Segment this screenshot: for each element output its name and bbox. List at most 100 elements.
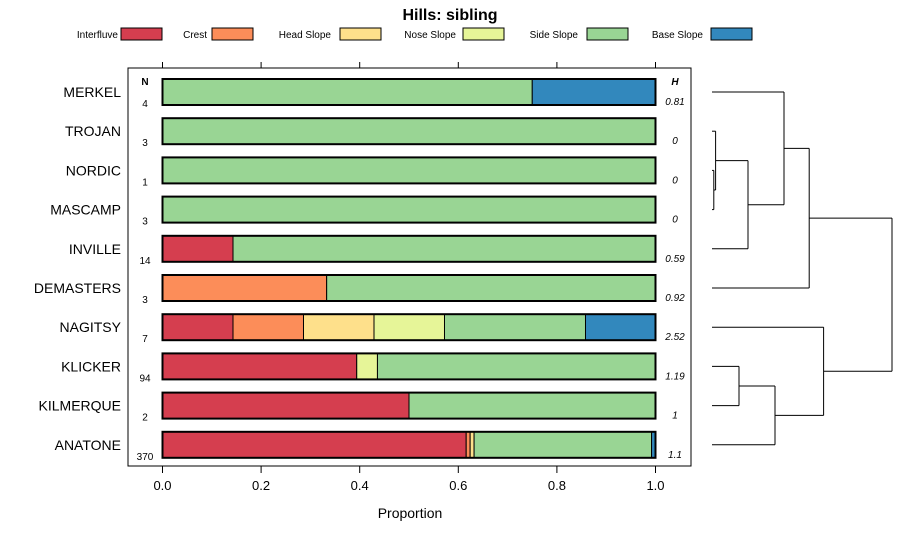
bar-segment-crest xyxy=(162,274,328,302)
row-n-value: 4 xyxy=(142,99,148,110)
legend: Interfluve Crest Head Slope Nose Slope Side … xyxy=(77,27,753,41)
bar-outline xyxy=(161,430,657,459)
x-tick-label: 1.0 xyxy=(646,478,664,493)
bar-segment-side-slope xyxy=(162,196,656,224)
legend-label-nose-slope: Nose Slope xyxy=(404,30,456,41)
legend-label-base-slope: Base Slope xyxy=(652,30,704,41)
bar-outline xyxy=(161,78,657,106)
row-label: TROJAN xyxy=(65,123,121,139)
row-h-value: 1 xyxy=(672,411,678,422)
row-label: MASCAMP xyxy=(50,202,121,218)
x-tick-label: 0.2 xyxy=(252,478,270,493)
bar-segment-nose-slope xyxy=(356,352,378,380)
row-label: KLICKER xyxy=(61,358,121,374)
row-n-value: 3 xyxy=(142,217,148,228)
bar-segment-side-slope xyxy=(443,313,586,341)
bar-outline xyxy=(161,274,657,302)
row-n-value: 7 xyxy=(142,334,148,345)
legend-swatch-base-slope xyxy=(710,27,753,41)
row-n-value: 94 xyxy=(139,373,151,384)
bar-segment-crest xyxy=(232,313,304,341)
top-axis-ticks xyxy=(162,62,656,68)
row-h-value: 0.59 xyxy=(665,254,685,265)
row-n-value: 1 xyxy=(142,177,148,188)
row-label: INVILLE xyxy=(69,241,121,257)
bar-segment-interfluve xyxy=(162,235,234,263)
row-label: NAGITSY xyxy=(60,319,122,335)
dendrogram xyxy=(712,91,893,446)
x-tick-label: 0.8 xyxy=(548,478,566,493)
bar-segment-crest xyxy=(465,431,471,459)
row-label: MERKEL xyxy=(63,84,121,100)
bar-segment-interfluve xyxy=(162,431,467,459)
legend-swatch-nose-slope xyxy=(462,27,505,41)
row-h-value: 2.52 xyxy=(664,332,685,343)
bar-segment-nose-slope xyxy=(373,313,445,341)
legend-label-side-slope: Side Slope xyxy=(530,30,579,41)
row-n-value: 2 xyxy=(142,413,148,424)
row-n-value: 370 xyxy=(137,452,154,463)
row-h-value: 0 xyxy=(672,136,678,147)
row-h-value: 0.92 xyxy=(665,293,685,304)
legend-swatch-crest xyxy=(211,27,254,41)
bar-segment-interfluve xyxy=(162,392,410,420)
row-n-value: 3 xyxy=(142,295,148,306)
bar-segment-side-slope xyxy=(326,274,656,302)
bar-segment-head-slope xyxy=(302,313,375,341)
row-h-value: 0.81 xyxy=(665,97,684,108)
bar-segment-side-slope xyxy=(162,78,533,106)
row-h-value: 1.1 xyxy=(668,450,682,461)
bar-segment-base-slope xyxy=(531,78,656,106)
bar-row-klicker: KLICKER 94 1.19 xyxy=(61,352,685,384)
bar-row-kilmerque: KILMERQUE 2 1 xyxy=(39,391,678,424)
legend-swatch-head-slope xyxy=(339,27,382,41)
legend-swatch-side-slope xyxy=(586,27,629,41)
bar-segment-side-slope xyxy=(376,352,656,380)
bar-row-nagitsy: NAGITSY 7 2.52 xyxy=(60,313,685,345)
bar-row-inville: INVILLE 14 0.59 xyxy=(69,234,685,267)
bar-segment-side-slope xyxy=(473,431,653,459)
row-h-value: 0 xyxy=(672,215,678,226)
bar-segment-base-slope xyxy=(584,313,657,341)
h-column-header: H xyxy=(671,77,679,88)
bar-row-mascamp: MASCAMP 3 0 xyxy=(50,195,678,228)
legend-label-head-slope: Head Slope xyxy=(279,30,332,41)
bar-segment-side-slope xyxy=(408,392,656,420)
bar-outline xyxy=(161,156,657,185)
bar-outline xyxy=(161,234,657,263)
row-label: NORDIC xyxy=(66,162,121,178)
x-tick-label: 0.6 xyxy=(449,478,467,493)
bar-row-demasters: DEMASTERS 3 0.92 xyxy=(34,274,685,306)
bar-segment-interfluve xyxy=(162,313,234,341)
bar-segment-side-slope xyxy=(162,156,656,184)
bar-rows: MERKEL 4 0.81 TROJAN 3 0 NORDIC 1 0 MASCAMP 3 0 INVI… xyxy=(34,78,685,463)
legend-label-crest: Crest xyxy=(183,30,207,41)
bar-segment-head-slope xyxy=(469,431,475,459)
bar-row-nordic: NORDIC 1 0 xyxy=(66,156,678,188)
chart-title: Hills: sibling xyxy=(402,7,497,24)
bar-outline xyxy=(161,195,657,224)
row-n-value: 14 xyxy=(139,256,151,267)
bar-row-anatone: ANATONE 370 1.1 xyxy=(55,430,682,463)
x-axis-label: Proportion xyxy=(378,505,443,521)
row-label: DEMASTERS xyxy=(34,280,121,296)
bar-outline xyxy=(161,391,657,420)
n-column-header: N xyxy=(141,77,148,88)
x-axis: 0.0 0.2 0.4 0.6 0.8 1.0 xyxy=(153,466,665,493)
bar-row-merkel: MERKEL 4 0.81 xyxy=(63,78,685,110)
row-h-value: 0 xyxy=(672,175,678,186)
bar-segment-side-slope xyxy=(232,235,656,263)
plot-frame xyxy=(127,67,692,467)
row-n-value: 3 xyxy=(142,138,148,149)
bar-outline xyxy=(161,313,657,342)
row-label: ANATONE xyxy=(55,437,121,453)
row-label: KILMERQUE xyxy=(39,398,121,414)
bar-segment-side-slope xyxy=(162,117,656,145)
row-h-value: 1.19 xyxy=(665,371,685,382)
bar-outline xyxy=(161,352,657,381)
x-tick-label: 0.0 xyxy=(153,478,171,493)
legend-label-interfluve: Interfluve xyxy=(77,30,119,41)
bar-segment-interfluve xyxy=(162,352,358,380)
bar-outline xyxy=(161,117,657,146)
